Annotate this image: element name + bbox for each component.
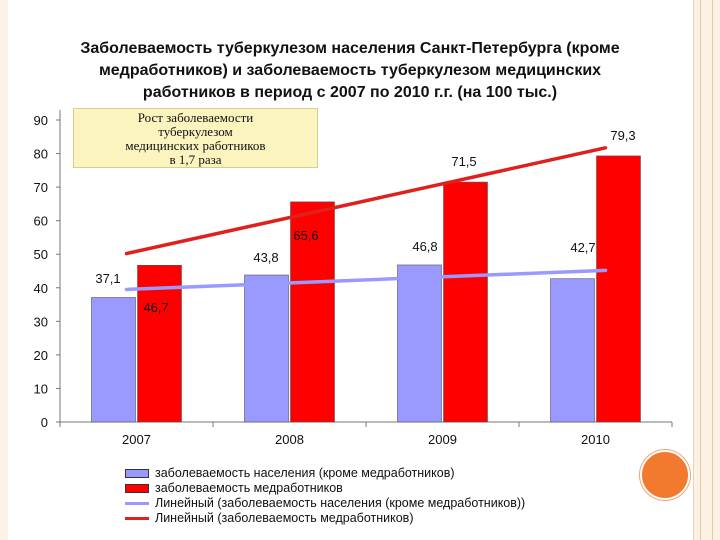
legend-entry: Линейный (заболеваемость медработников) — [125, 511, 525, 526]
y-tick-label: 40 — [34, 281, 48, 296]
y-tick-label: 30 — [34, 314, 48, 329]
bar — [596, 155, 641, 423]
legend-label: Линейный (заболеваемость населения (кром… — [155, 496, 526, 510]
y-tick-label: 70 — [34, 180, 48, 195]
x-tick-label: 2009 — [428, 432, 457, 447]
bar — [244, 274, 289, 423]
bar — [91, 297, 136, 423]
legend-label: Линейный (заболеваемость медработников) — [155, 511, 414, 525]
data-label: 43,8 — [253, 250, 278, 265]
data-label: 42,7 — [570, 240, 595, 255]
annotation-box: Рост заболеваемости туберкулезом медицин… — [73, 108, 318, 168]
data-label: 46,7 — [143, 300, 168, 315]
data-label: 37,1 — [95, 271, 120, 286]
data-label: 71,5 — [451, 154, 476, 169]
chart-title-line: работников в период с 2007 по 2010 г.г. … — [142, 84, 558, 101]
legend-line-swatch — [125, 502, 149, 505]
annotation-line: в 1,7 раза — [169, 152, 222, 167]
y-tick-label: 10 — [34, 381, 48, 396]
y-tick-label: 20 — [34, 348, 48, 363]
x-tick-label: 2008 — [275, 432, 304, 447]
y-tick-label: 90 — [34, 113, 48, 128]
y-tick-label: 80 — [34, 147, 48, 162]
legend-line-swatch — [125, 517, 149, 520]
y-tick-label: 0 — [41, 415, 48, 430]
legend-swatch — [125, 484, 149, 493]
data-label: 65,6 — [293, 228, 318, 243]
trend-line — [124, 268, 608, 292]
decorative-circle — [640, 450, 690, 500]
legend-entry: Линейный (заболеваемость населения (кром… — [125, 496, 525, 511]
x-tick-label: 2007 — [122, 432, 151, 447]
bar — [443, 181, 488, 423]
x-tick-label: 2010 — [581, 432, 610, 447]
legend-label: заболеваемость медработников — [155, 481, 343, 495]
bar — [290, 201, 335, 423]
bar — [137, 264, 182, 423]
chart-title-line: медработников) и заболеваемость туберкул… — [98, 62, 602, 79]
y-tick-label: 50 — [34, 247, 48, 262]
bar — [550, 278, 595, 423]
legend-entry: заболеваемость медработников — [125, 481, 525, 496]
y-tick-label: 60 — [34, 214, 48, 229]
bar — [397, 264, 442, 423]
data-label: 46,8 — [412, 239, 437, 254]
data-label: 79,3 — [610, 128, 635, 143]
slide-border-line — [700, 0, 701, 540]
annotation-line: медицинских работников — [125, 138, 266, 153]
chart-legend: заболеваемость населения (кроме медработ… — [125, 466, 525, 526]
slide-right-border — [693, 0, 720, 540]
legend-swatch — [125, 469, 149, 478]
annotation-line: туберкулезом — [158, 124, 233, 139]
slide-border-line — [712, 0, 713, 540]
slide-left-border — [0, 0, 8, 540]
chart-title: Заболеваемость туберкулезом населения Са… — [70, 38, 630, 104]
chart-title-line: Заболеваемость туберкулезом населения Са… — [80, 40, 620, 57]
annotation-line: Рост заболеваемости — [137, 110, 254, 125]
trend-line — [124, 146, 608, 256]
legend-entry: заболеваемость населения (кроме медработ… — [125, 466, 525, 481]
legend-label: заболеваемость населения (кроме медработ… — [155, 466, 455, 480]
